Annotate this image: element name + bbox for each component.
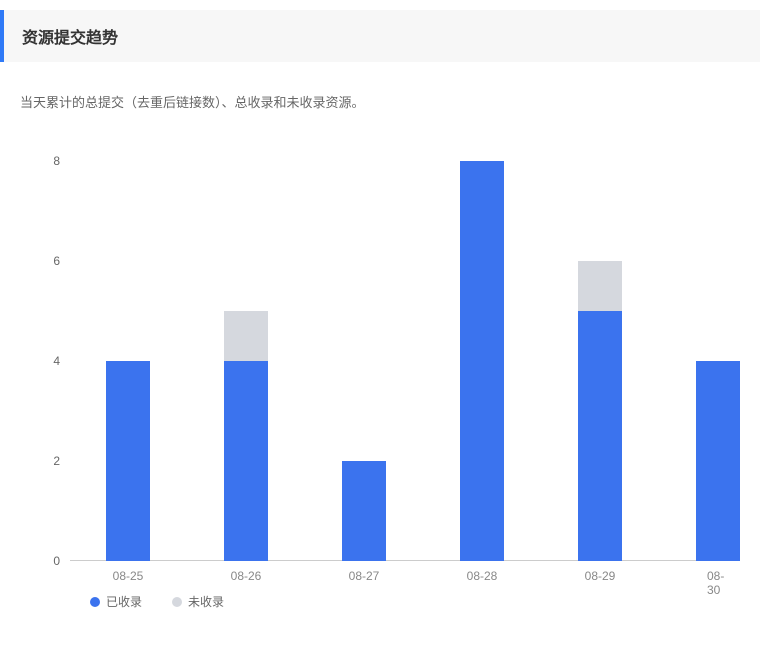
- legend-dot: [90, 597, 100, 607]
- bar-group: [696, 361, 740, 561]
- x-tick-label: 08-28: [467, 569, 498, 583]
- bar-segment-included: [106, 361, 150, 561]
- bar-segment-included: [578, 311, 622, 561]
- legend-dot: [172, 597, 182, 607]
- y-tick: 4: [53, 354, 60, 368]
- section-description: 当天累计的总提交（去重后链接数）、总收录和未收录资源。: [0, 62, 760, 131]
- bar-segment-included: [460, 161, 504, 561]
- x-axis-line: [70, 560, 740, 561]
- y-axis: 02468: [20, 161, 70, 561]
- y-tick: 2: [53, 454, 60, 468]
- y-tick: 6: [53, 254, 60, 268]
- x-tick-label: 08-27: [349, 569, 380, 583]
- y-tick: 0: [53, 554, 60, 568]
- bar-group: [460, 161, 504, 561]
- bar-segment-included: [696, 361, 740, 561]
- x-tick-label: 08-30: [707, 569, 729, 597]
- x-axis-labels: 08-2508-2608-2708-2808-2908-30: [70, 569, 740, 589]
- x-tick-label: 08-25: [113, 569, 144, 583]
- bar-segment-not-included: [224, 311, 268, 361]
- bar-segment-included: [224, 361, 268, 561]
- section-header: 资源提交趋势: [0, 10, 760, 62]
- x-tick-label: 08-26: [231, 569, 262, 583]
- bar-group: [578, 261, 622, 561]
- legend-label: 已收录: [106, 593, 142, 610]
- legend: 已收录 未收录: [90, 593, 224, 610]
- bar-group: [224, 311, 268, 561]
- section-title: 资源提交趋势: [22, 30, 118, 47]
- legend-item: 已收录: [90, 593, 142, 610]
- bar-segment-not-included: [578, 261, 622, 311]
- chart: 02468 08-2508-2608-2708-2808-2908-30 已收录…: [20, 161, 740, 591]
- bar-segment-included: [342, 461, 386, 561]
- bar-group: [106, 361, 150, 561]
- legend-label: 未收录: [188, 593, 224, 610]
- bar-group: [342, 461, 386, 561]
- x-tick-label: 08-29: [585, 569, 616, 583]
- legend-item: 未收录: [172, 593, 224, 610]
- y-tick: 8: [53, 154, 60, 168]
- plot-area: [70, 161, 740, 561]
